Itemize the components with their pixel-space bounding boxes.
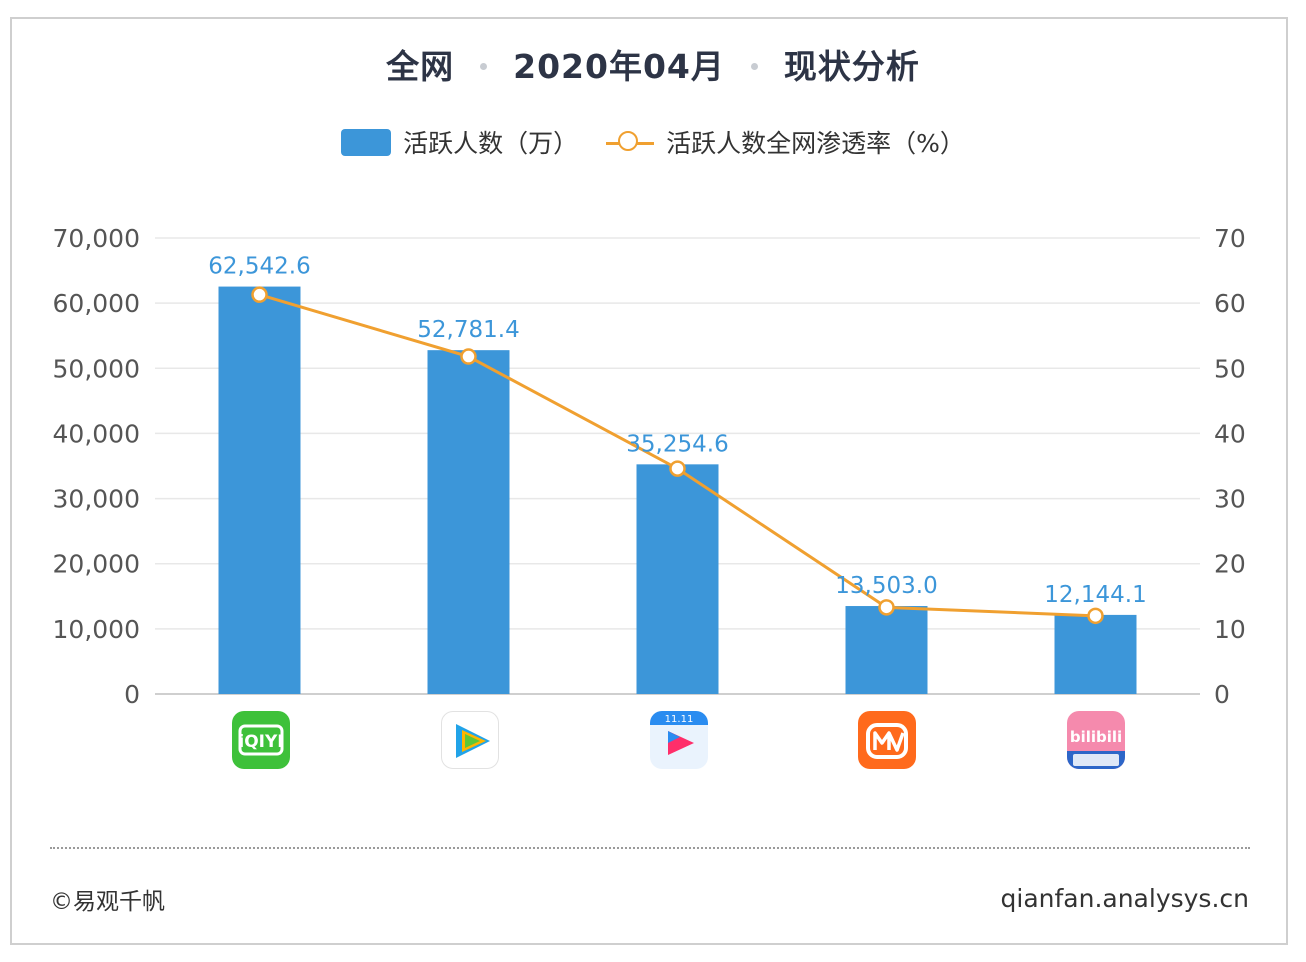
- site-url[interactable]: qianfan.analysys.cn: [1000, 884, 1250, 913]
- youku-icon: 11.11: [650, 711, 708, 769]
- y-left-tick-label: 60,000: [53, 289, 140, 318]
- bar-data-label: 62,542.6: [208, 254, 310, 280]
- y-left-tick-label: 20,000: [53, 550, 140, 579]
- line-point: [878, 599, 895, 616]
- mango-tv-icon: [858, 711, 916, 769]
- tencent-video-icon: [441, 711, 499, 769]
- y-right-tick-label: 30: [1214, 485, 1246, 514]
- line-point: [460, 348, 477, 365]
- y-left-tick-label: 0: [124, 680, 140, 709]
- title-subject: 现状分析: [783, 47, 920, 86]
- legend-line-label: 活跃人数全网渗透率（%）: [666, 129, 965, 158]
- y-right-tick-label: 40: [1214, 419, 1246, 448]
- bar: [845, 606, 928, 694]
- y-left-tick-label: 10,000: [53, 615, 140, 644]
- y-right-tick-label: 60: [1214, 289, 1246, 318]
- bar-data-label: 12,144.1: [1044, 582, 1146, 608]
- bar: [427, 350, 510, 694]
- y-right-tick-label: 50: [1214, 354, 1246, 383]
- y-right-tick-label: 0: [1214, 680, 1230, 709]
- title-date: 2020年04月: [513, 47, 725, 86]
- y-right-tick-label: 10: [1214, 615, 1246, 644]
- copyright-text: ©易观千帆: [50, 889, 165, 915]
- legend-item-active-users[interactable]: 活跃人数（万）: [341, 124, 578, 160]
- svg-text:iQIYI: iQIYI: [238, 732, 283, 752]
- title-scope: 全网: [386, 47, 455, 86]
- y-right-tick-label: 70: [1214, 224, 1246, 253]
- line-point: [1087, 607, 1104, 625]
- title-separator-dot: [750, 63, 758, 70]
- iqiyi-icon: iQIYI: [232, 711, 290, 769]
- legend-bar-label: 活跃人数（万）: [403, 129, 579, 158]
- footer-divider: [50, 847, 1250, 849]
- line-point: [669, 460, 686, 477]
- bar-data-label: 13,503.0: [835, 573, 937, 599]
- y-left-tick-label: 70,000: [53, 224, 140, 253]
- legend-item-penetration-rate[interactable]: 活跃人数全网渗透率（%）: [606, 124, 965, 160]
- bar: [1054, 614, 1137, 694]
- svg-text:11.11: 11.11: [665, 714, 694, 725]
- bilibili-icon: bilibili: [1067, 711, 1125, 769]
- bar-data-label: 52,781.4: [417, 317, 519, 343]
- bar: [218, 286, 301, 694]
- bar-data-label: 35,254.6: [626, 431, 728, 457]
- y-left-tick-label: 50,000: [53, 354, 140, 383]
- y-left-tick-label: 30,000: [53, 485, 140, 514]
- svg-text:bilibili: bilibili: [1070, 728, 1122, 746]
- y-right-tick-label: 20: [1214, 550, 1246, 579]
- title-separator-dot: [480, 63, 488, 70]
- chart-title: 全网 2020年04月 现状分析: [0, 40, 1306, 88]
- line-point: [251, 286, 268, 303]
- bar: [636, 464, 719, 694]
- legend-line-swatch: [606, 129, 655, 156]
- legend-bar-swatch: [341, 128, 392, 156]
- y-left-tick-label: 40,000: [53, 419, 140, 448]
- chart-legend: 活跃人数（万） 活跃人数全网渗透率（%）: [0, 124, 1306, 162]
